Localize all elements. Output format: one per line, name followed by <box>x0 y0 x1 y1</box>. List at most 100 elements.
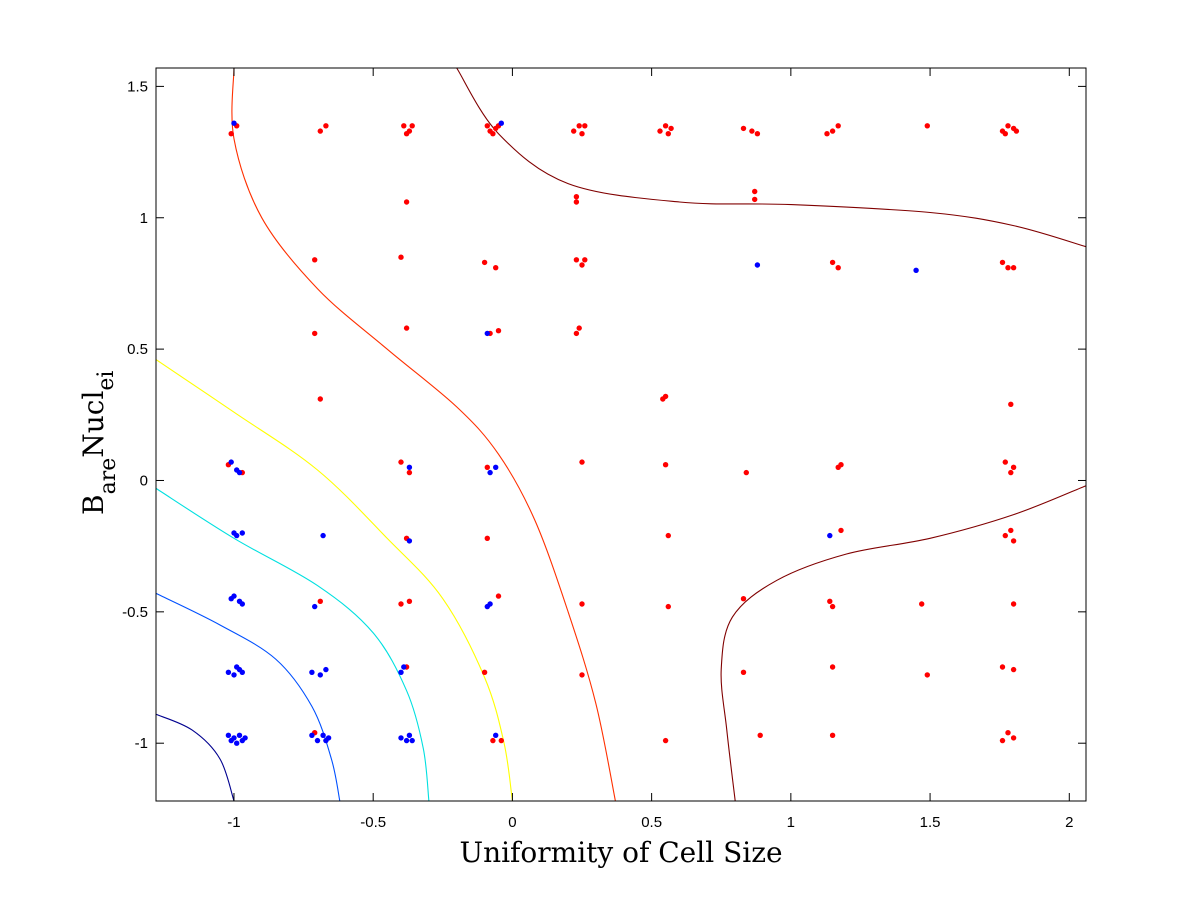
point-s0-11 <box>490 131 496 137</box>
point-s0-26 <box>835 123 841 129</box>
point-s1-24 <box>225 669 232 675</box>
contour-line-1 <box>155 592 341 802</box>
x-tick-label-3: 0.5 <box>641 814 662 831</box>
point-s0-94 <box>740 669 747 675</box>
point-s0-33 <box>403 199 410 205</box>
point-s0-42 <box>573 257 580 263</box>
point-s1-32 <box>398 669 404 675</box>
point-s0-25 <box>829 128 836 134</box>
x-tick-label-5: 1.5 <box>920 814 941 831</box>
point-s1-40 <box>242 735 248 741</box>
point-s0-67 <box>743 469 749 476</box>
point-s0-62 <box>398 459 404 465</box>
y-axis-title-text: BareNuclei <box>77 371 121 515</box>
point-s1-7 <box>236 469 243 476</box>
contour-line-5 <box>456 67 1087 248</box>
y-tick-label-3: 0.5 <box>127 341 148 358</box>
point-s0-7 <box>403 131 410 137</box>
point-s0-104 <box>829 732 836 738</box>
point-s1-49 <box>409 737 415 744</box>
point-s1-16 <box>827 532 833 539</box>
point-s0-19 <box>665 131 671 137</box>
point-s0-3 <box>323 123 329 129</box>
point-s1-18 <box>231 593 237 599</box>
y-title-part-nucl: Nucl <box>77 391 110 458</box>
point-s1-31 <box>323 666 329 673</box>
point-s0-100 <box>490 737 496 744</box>
point-s0-79 <box>1010 538 1017 544</box>
point-s0-27 <box>924 123 930 129</box>
x-tick-label-6: 2 <box>1065 814 1073 831</box>
point-s1-5 <box>228 459 234 465</box>
y-tick-label-4: 1 <box>140 210 148 227</box>
point-s1-25 <box>231 672 237 678</box>
point-s0-38 <box>312 257 318 263</box>
point-s0-92 <box>481 669 488 675</box>
point-s0-102 <box>662 737 669 744</box>
point-s0-77 <box>1002 532 1008 539</box>
point-s0-17 <box>657 128 663 134</box>
point-s0-39 <box>398 254 404 260</box>
point-s1-33 <box>401 664 407 670</box>
y-tick-label-0: -1 <box>135 735 148 752</box>
point-s1-8 <box>406 464 413 470</box>
point-s1-36 <box>231 735 237 741</box>
point-s1-4 <box>484 330 490 337</box>
point-s0-63 <box>406 469 413 476</box>
point-s0-72 <box>1010 464 1017 470</box>
point-s0-69 <box>838 462 844 468</box>
point-s1-10 <box>493 464 499 470</box>
y-tick-label-2: 0 <box>140 472 148 489</box>
contour-line-0 <box>155 713 235 802</box>
point-s0-85 <box>665 603 671 610</box>
point-s0-37 <box>752 196 758 203</box>
contour-line-4 <box>231 67 616 802</box>
x-tick-label-4: 1 <box>787 814 795 831</box>
y-axis-title: BareNuclei <box>77 371 121 515</box>
point-s1-45 <box>325 735 332 741</box>
point-s1-23 <box>487 601 493 607</box>
point-s1-46 <box>398 735 404 741</box>
point-s0-96 <box>924 672 930 678</box>
x-tick-label-1: -0.5 <box>360 814 386 831</box>
point-s0-87 <box>827 598 833 604</box>
point-s0-93 <box>579 672 585 678</box>
point-s1-41 <box>309 732 315 738</box>
point-s1-9 <box>487 469 493 476</box>
point-s1-1 <box>498 120 504 126</box>
point-s1-15 <box>406 538 413 544</box>
y-tick-label-5: 1.5 <box>127 78 148 95</box>
point-s0-101 <box>498 737 504 744</box>
point-s1-34 <box>225 732 232 738</box>
point-s0-35 <box>573 199 580 205</box>
y-title-part-ei: ei <box>94 371 119 391</box>
point-s0-4 <box>401 123 407 129</box>
point-s1-43 <box>320 732 326 738</box>
point-s0-40 <box>481 259 488 266</box>
point-s0-84 <box>579 601 585 607</box>
plot-frame <box>155 67 1087 802</box>
point-s0-66 <box>662 462 669 468</box>
point-s0-50 <box>312 330 318 337</box>
point-s0-8 <box>484 123 490 129</box>
point-s1-21 <box>312 603 318 610</box>
point-s0-44 <box>582 257 588 263</box>
point-s1-30 <box>317 672 323 678</box>
point-s1-12 <box>234 532 240 539</box>
point-s0-13 <box>571 128 577 134</box>
y-title-part-are: are <box>96 458 121 495</box>
point-s1-3 <box>913 267 919 273</box>
contour-line-3 <box>155 359 513 802</box>
point-s0-45 <box>829 259 836 266</box>
point-s0-36 <box>752 188 758 195</box>
y-tick-label-1: -0.5 <box>122 604 148 621</box>
point-s1-37 <box>234 740 240 746</box>
point-s0-76 <box>838 527 844 534</box>
x-tick-label-2: 0 <box>508 814 516 831</box>
point-s0-53 <box>495 328 502 334</box>
point-s0-70 <box>1002 459 1008 465</box>
point-s0-29 <box>1005 123 1011 129</box>
point-s0-65 <box>579 459 585 465</box>
point-s0-32 <box>1013 128 1020 134</box>
